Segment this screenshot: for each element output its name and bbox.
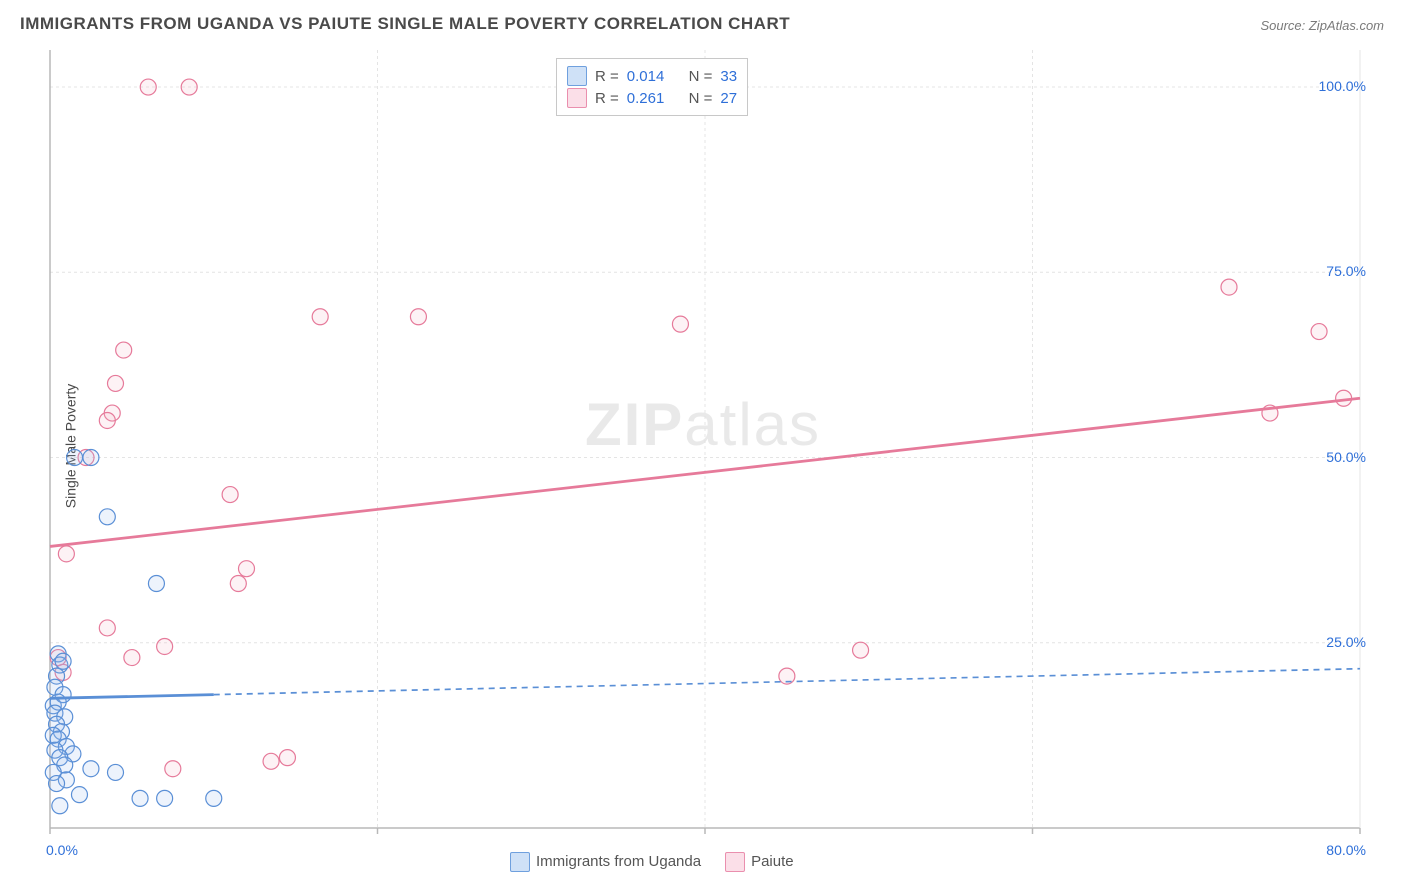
data-point <box>853 642 869 658</box>
axis-tick-label: 50.0% <box>1326 449 1366 465</box>
legend-row: R = 0.261 N = 27 <box>567 87 737 109</box>
legend-n-value: 33 <box>720 68 737 85</box>
data-point <box>124 650 140 666</box>
axis-tick-label: 75.0% <box>1326 263 1366 279</box>
data-point <box>230 575 246 591</box>
data-point <box>99 620 115 636</box>
legend-n-label: N = <box>689 68 713 85</box>
legend-n-value: 27 <box>720 90 737 107</box>
axis-tick-label: 100.0% <box>1319 78 1366 94</box>
data-point <box>108 764 124 780</box>
data-point <box>99 412 115 428</box>
data-point <box>165 761 181 777</box>
legend-swatch <box>725 852 745 872</box>
data-point <box>99 509 115 525</box>
data-point <box>279 750 295 766</box>
legend-swatch <box>510 852 530 872</box>
legend-row: R = 0.014 N = 33 <box>567 65 737 87</box>
data-point <box>1311 324 1327 340</box>
data-point <box>410 309 426 325</box>
axis-tick-label: 25.0% <box>1326 634 1366 650</box>
data-point <box>157 790 173 806</box>
data-point <box>239 561 255 577</box>
data-point <box>55 653 71 669</box>
legend-swatch <box>567 88 587 108</box>
scatter-chart <box>0 0 1406 892</box>
chart-container: IMMIGRANTS FROM UGANDA VS PAIUTE SINGLE … <box>0 0 1406 892</box>
legend-series-item: Immigrants from Uganda <box>510 852 701 872</box>
axis-tick-label: 0.0% <box>46 842 78 858</box>
data-point <box>58 546 74 562</box>
legend-r-value: 0.014 <box>627 68 665 85</box>
data-point <box>108 375 124 391</box>
data-point <box>71 787 87 803</box>
data-point <box>206 790 222 806</box>
data-point <box>83 450 99 466</box>
axis-tick-label: 80.0% <box>1326 842 1366 858</box>
legend-series-name: Paiute <box>751 853 794 870</box>
data-point <box>132 790 148 806</box>
legend-r-value: 0.261 <box>627 90 665 107</box>
legend-correlation: R = 0.014 N = 33 R = 0.261 N = 27 <box>556 58 748 116</box>
legend-n-label: N = <box>689 90 713 107</box>
data-point <box>52 798 68 814</box>
data-point <box>263 753 279 769</box>
data-point <box>181 79 197 95</box>
data-point <box>672 316 688 332</box>
legend-series-item: Paiute <box>725 852 794 872</box>
data-point <box>116 342 132 358</box>
legend-r-label: R = <box>595 68 619 85</box>
legend-series-name: Immigrants from Uganda <box>536 853 701 870</box>
data-point <box>140 79 156 95</box>
data-point <box>222 487 238 503</box>
data-point <box>67 450 83 466</box>
data-point <box>157 638 173 654</box>
data-point <box>148 575 164 591</box>
data-point <box>312 309 328 325</box>
legend-swatch <box>567 66 587 86</box>
legend-series: Immigrants from Uganda Paiute <box>510 852 794 872</box>
data-point <box>1221 279 1237 295</box>
trend-line <box>50 695 214 699</box>
data-point <box>49 776 65 792</box>
legend-r-label: R = <box>595 90 619 107</box>
data-point <box>83 761 99 777</box>
